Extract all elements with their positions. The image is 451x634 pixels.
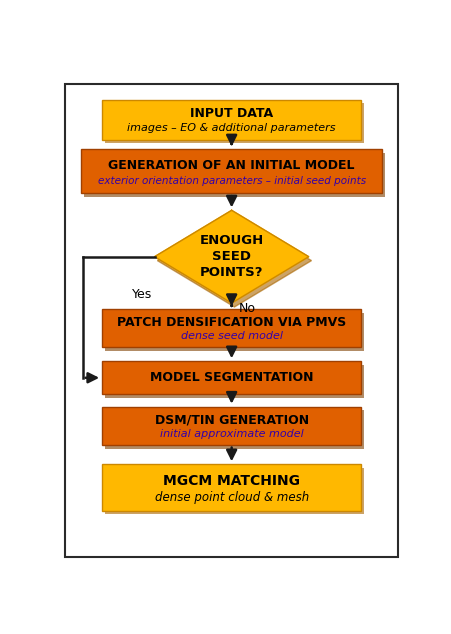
Text: MODEL SEGMENTATION: MODEL SEGMENTATION bbox=[150, 372, 313, 384]
Polygon shape bbox=[154, 210, 308, 303]
FancyBboxPatch shape bbox=[102, 464, 360, 510]
Text: No: No bbox=[238, 302, 255, 316]
FancyBboxPatch shape bbox=[65, 84, 397, 557]
Text: ENOUGH: ENOUGH bbox=[199, 234, 263, 247]
Text: MGCM MATCHING: MGCM MATCHING bbox=[163, 474, 299, 488]
Text: INPUT DATA: INPUT DATA bbox=[190, 107, 272, 120]
FancyBboxPatch shape bbox=[102, 361, 360, 394]
Text: images – EO & additional parameters: images – EO & additional parameters bbox=[127, 124, 335, 133]
FancyBboxPatch shape bbox=[102, 309, 360, 347]
FancyBboxPatch shape bbox=[102, 100, 360, 139]
Text: POINTS?: POINTS? bbox=[199, 266, 263, 280]
Text: DSM/TIN GENERATION: DSM/TIN GENERATION bbox=[154, 414, 308, 427]
Text: GENERATION OF AN INITIAL MODEL: GENERATION OF AN INITIAL MODEL bbox=[108, 158, 354, 172]
Polygon shape bbox=[157, 214, 311, 307]
FancyBboxPatch shape bbox=[105, 103, 363, 143]
Text: SEED: SEED bbox=[212, 250, 251, 263]
FancyBboxPatch shape bbox=[105, 468, 363, 514]
Text: dense point cloud & mesh: dense point cloud & mesh bbox=[154, 491, 308, 504]
Text: initial approximate model: initial approximate model bbox=[159, 429, 303, 439]
Text: PATCH DENSIFICATION VIA PMVS: PATCH DENSIFICATION VIA PMVS bbox=[117, 316, 345, 329]
FancyBboxPatch shape bbox=[102, 406, 360, 444]
Text: exterior orientation parameters – initial seed points: exterior orientation parameters – initia… bbox=[97, 176, 365, 186]
FancyBboxPatch shape bbox=[83, 153, 384, 197]
FancyBboxPatch shape bbox=[105, 365, 363, 398]
FancyBboxPatch shape bbox=[105, 410, 363, 449]
FancyBboxPatch shape bbox=[105, 313, 363, 351]
Text: dense seed model: dense seed model bbox=[180, 332, 282, 341]
FancyBboxPatch shape bbox=[81, 150, 382, 193]
Text: Yes: Yes bbox=[132, 288, 152, 301]
